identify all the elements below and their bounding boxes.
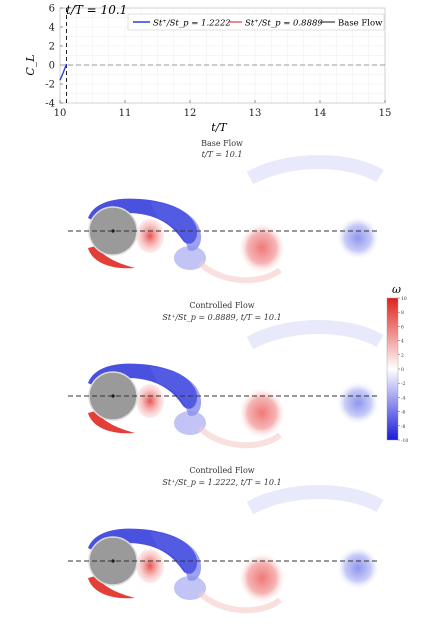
vorticity-field [88,327,380,445]
panel-title-line1: Base Flow [201,139,243,148]
flow-panel-controlled-0.8889: Controlled Flow St⁺/St_p = 0.8889, t/T =… [68,301,380,445]
colorbar-tick-label: 6 [401,324,404,330]
colorbar-tick-label: 0 [401,367,404,373]
y-tick-label: 6 [49,4,55,15]
panel-title-line2: St⁺/St_p = 0.8889, t/T = 10.1 [162,313,281,322]
chart-axes: 10 11 12 13 14 15 -4 -2 0 2 4 6 [45,4,391,120]
colorbar-ticks: 10 8 6 4 2 0 -2 -4 -6 -8 -10 [398,296,408,444]
panel-title-line1: Controlled Flow [189,466,254,475]
x-tick-label: 11 [119,108,132,119]
chart-legend: St⁺/St_p = 1.2222 St⁺/St_p = 0.8889 Base… [127,13,385,31]
colorbar-tick-label: -6 [401,410,406,416]
y-tick-label: 0 [49,61,55,72]
vorticity-colorbar: ω 10 8 6 4 2 0 -2 -4 -6 -8 -10 [386,283,408,444]
x-tick-label: 14 [314,108,327,119]
colorbar-tick-label: 8 [401,310,404,316]
y-tick-label: -2 [45,80,55,91]
colorbar-gradient [386,297,399,441]
lift-coefficient-chart: 10 11 12 13 14 15 -4 -2 0 2 4 6 t/T = 10.1 St⁺/St_p… [24,3,391,134]
panel-title-line2: St⁺/St_p = 1.2222, t/T = 10.1 [162,478,281,487]
legend-label-2: St⁺/St_p = 0.8889 [245,19,323,29]
panel-title-line2: t/T = 10.1 [202,150,243,159]
panel-title-line1: Controlled Flow [189,301,254,310]
x-tick-label: 10 [54,108,67,119]
plot-frame [59,7,386,104]
flow-panels: Base Flow t/T = 10.1 Controlled Flow St⁺… [0,138,425,638]
flow-panels-svg: Base Flow t/T = 10.1 Controlled Flow St⁺… [68,139,408,638]
legend-label-1: St⁺/St_p = 1.2222 [153,19,231,29]
colorbar-tick-label: 10 [401,296,407,302]
x-tick-label: 12 [184,108,197,119]
y-tick-label: 2 [49,42,55,53]
colorbar-tick-label: 2 [401,353,404,359]
y-tick-label: 4 [49,23,55,34]
colorbar-tick-label: 4 [401,339,404,345]
flow-panel-controlled-1.2222: Controlled Flow St⁺/St_p = 1.2222, t/T =… [68,466,380,610]
y-tick-label: -4 [45,99,55,110]
chart-marks [59,8,385,103]
colorbar-label: ω [392,283,401,296]
vorticity-field [88,162,380,280]
x-tick-label: 15 [379,108,392,119]
x-tick-label: 13 [249,108,262,119]
y-axis-label: C_L [24,54,37,75]
series-line [59,63,68,81]
time-annotation: t/T = 10.1 [66,3,127,17]
x-axis-label: t/T [211,121,228,134]
colorbar-tick-label: -8 [401,424,406,430]
colorbar-tick-label: -2 [401,381,406,387]
colorbar-tick-label: -4 [401,395,406,401]
colorbar-tick-label: -10 [401,438,408,444]
flow-panel-base: Base Flow t/T = 10.1 [68,139,380,280]
legend-label-3: Base Flow [338,19,383,29]
vorticity-field [88,492,380,610]
